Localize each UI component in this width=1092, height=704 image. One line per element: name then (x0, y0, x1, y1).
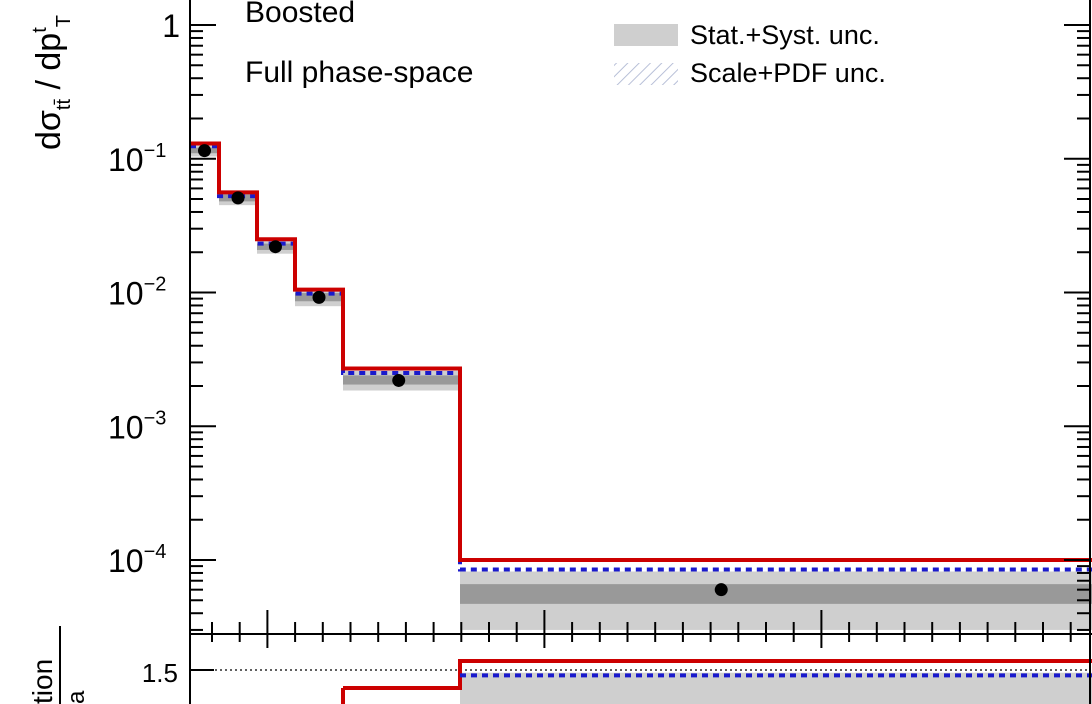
ratio-title-numerator: tion (27, 659, 58, 704)
legend: Stat.+Syst. unc. Scale+PDF unc. (614, 20, 886, 88)
data-point-0 (198, 144, 211, 158)
series-blue-dashed-line (190, 144, 1092, 572)
y-tick-label-2: 10−2 (108, 274, 166, 312)
main-y-tick-labels: 1 10−1 10−2 10−3 10−4 (108, 8, 180, 579)
band-stat-bin-5 (460, 584, 1092, 604)
main-y-ticks (190, 24, 1090, 631)
ratio-band-stat-syst (460, 672, 1092, 704)
uncertainty-bands (190, 144, 1092, 630)
svg-text:dσtt̄ / dptT: dσtt̄ / dptT (29, 15, 75, 150)
y-tick-label-4: 10−4 (108, 541, 166, 579)
y-tick-label-0: 1 (162, 8, 180, 44)
data-point-1 (231, 191, 245, 205)
y-tick-label-3: 10−3 (108, 407, 166, 445)
prediction-lines (190, 141, 1092, 572)
data-point-2 (268, 240, 282, 254)
ratio-y-axis-title-denominator: a (63, 690, 90, 704)
ratio-y-axis-title: tion (27, 659, 58, 704)
data-point-5 (714, 583, 728, 597)
y-axis-title: dσtt̄ / dptT (29, 15, 75, 150)
ratio-ytick-label-1p5: 1.5 (142, 658, 178, 688)
y-tick-label-1: 10−1 (108, 140, 166, 178)
annotation-boosted: Boosted (245, 0, 355, 29)
legend-label-stat-syst: Stat.+Syst. unc. (690, 20, 880, 50)
data-points (198, 144, 728, 597)
data-point-4 (392, 373, 406, 387)
legend-swatch-scale-pdf (614, 63, 678, 85)
series-red-solid-line (190, 141, 1092, 562)
annotation-full-phase-space: Full phase-space (245, 56, 473, 89)
data-point-3 (312, 290, 326, 304)
svg-text:a: a (63, 690, 90, 704)
main-x-ticks (211, 610, 1072, 648)
legend-swatch-stat-syst (614, 24, 678, 46)
legend-label-scale-pdf: Scale+PDF unc. (690, 58, 886, 88)
ratio-panel (190, 659, 1092, 704)
svg-text:tion: tion (27, 659, 58, 704)
